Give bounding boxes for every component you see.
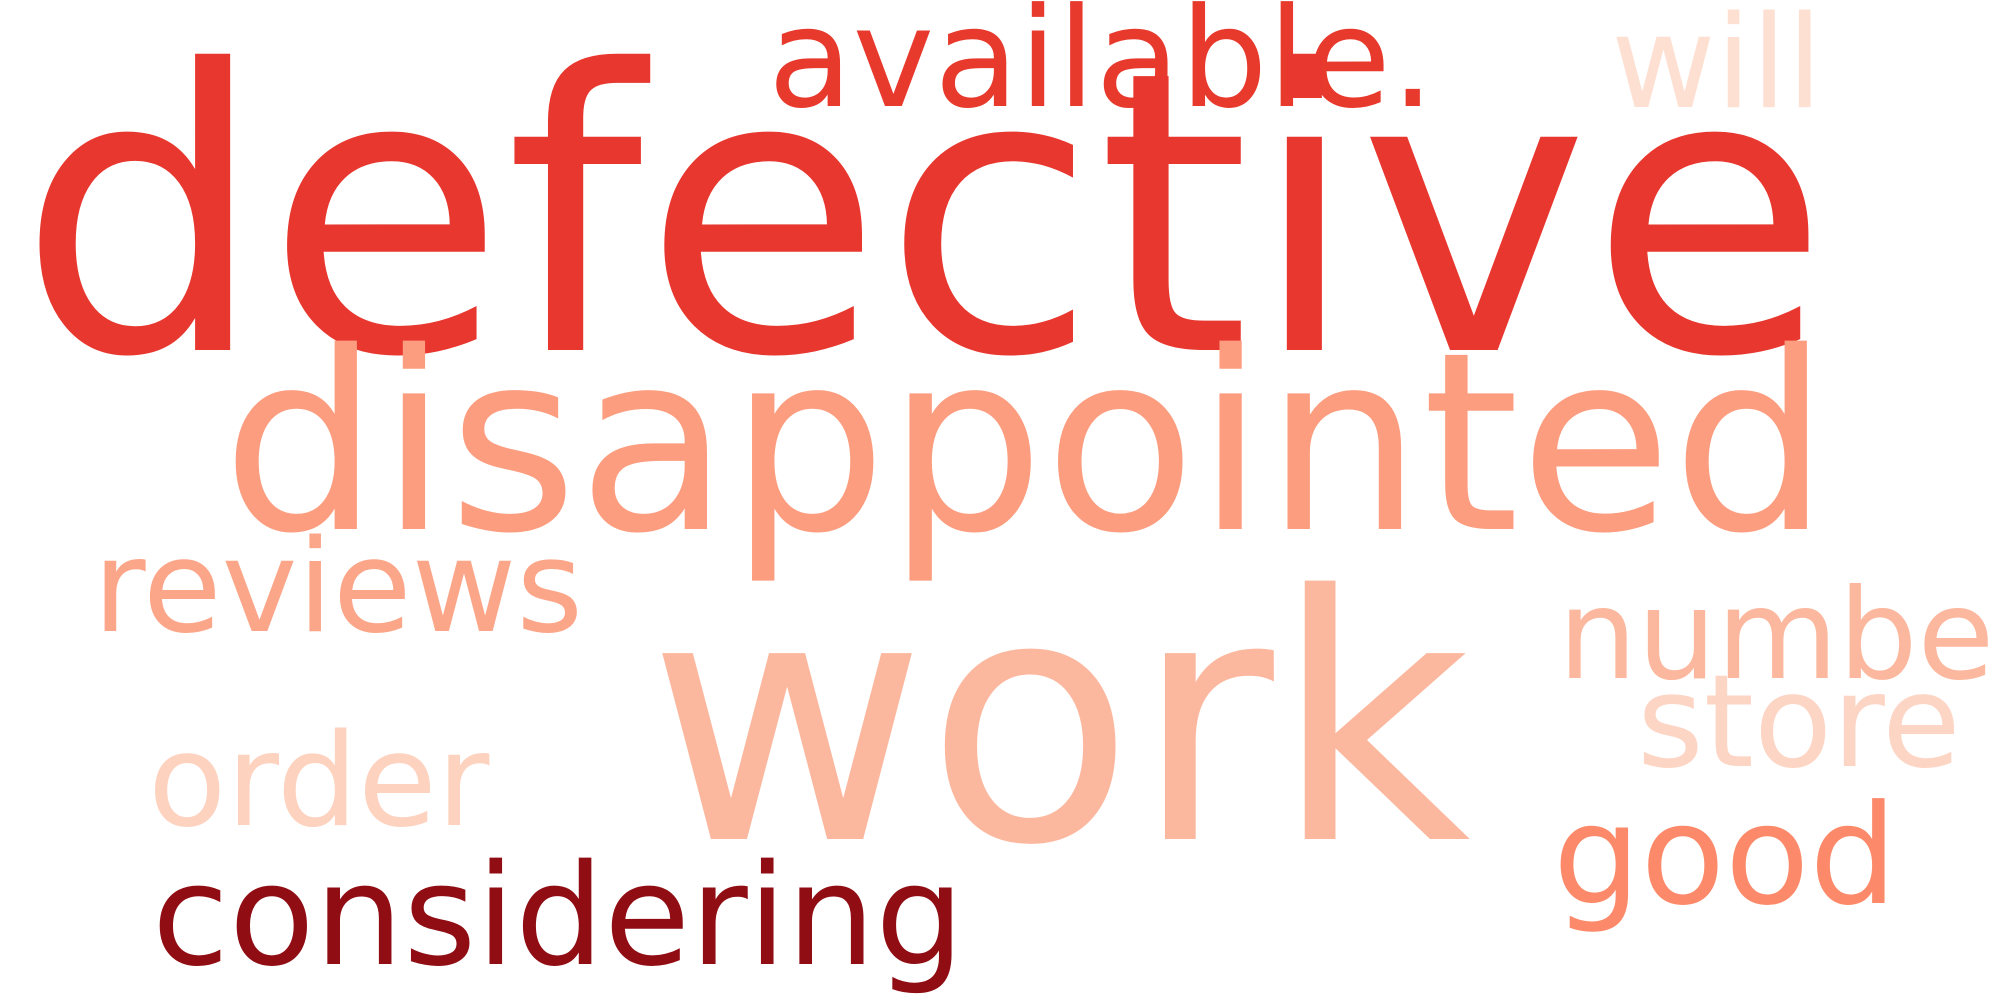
- word-number: number: [1558, 563, 2000, 708]
- word-defective: defective: [18, 0, 1830, 442]
- word-considering: considering: [152, 835, 965, 998]
- word-disappointed: disappointed: [222, 300, 1830, 588]
- word-order: order: [148, 707, 490, 856]
- word-will: will: [1611, 0, 1823, 138]
- word-good: good: [1553, 775, 1898, 936]
- word-work: work: [648, 524, 1471, 920]
- word-store: store: [1637, 648, 1961, 797]
- word-reviews: reviews: [93, 513, 583, 662]
- word-available: available.: [768, 0, 1435, 139]
